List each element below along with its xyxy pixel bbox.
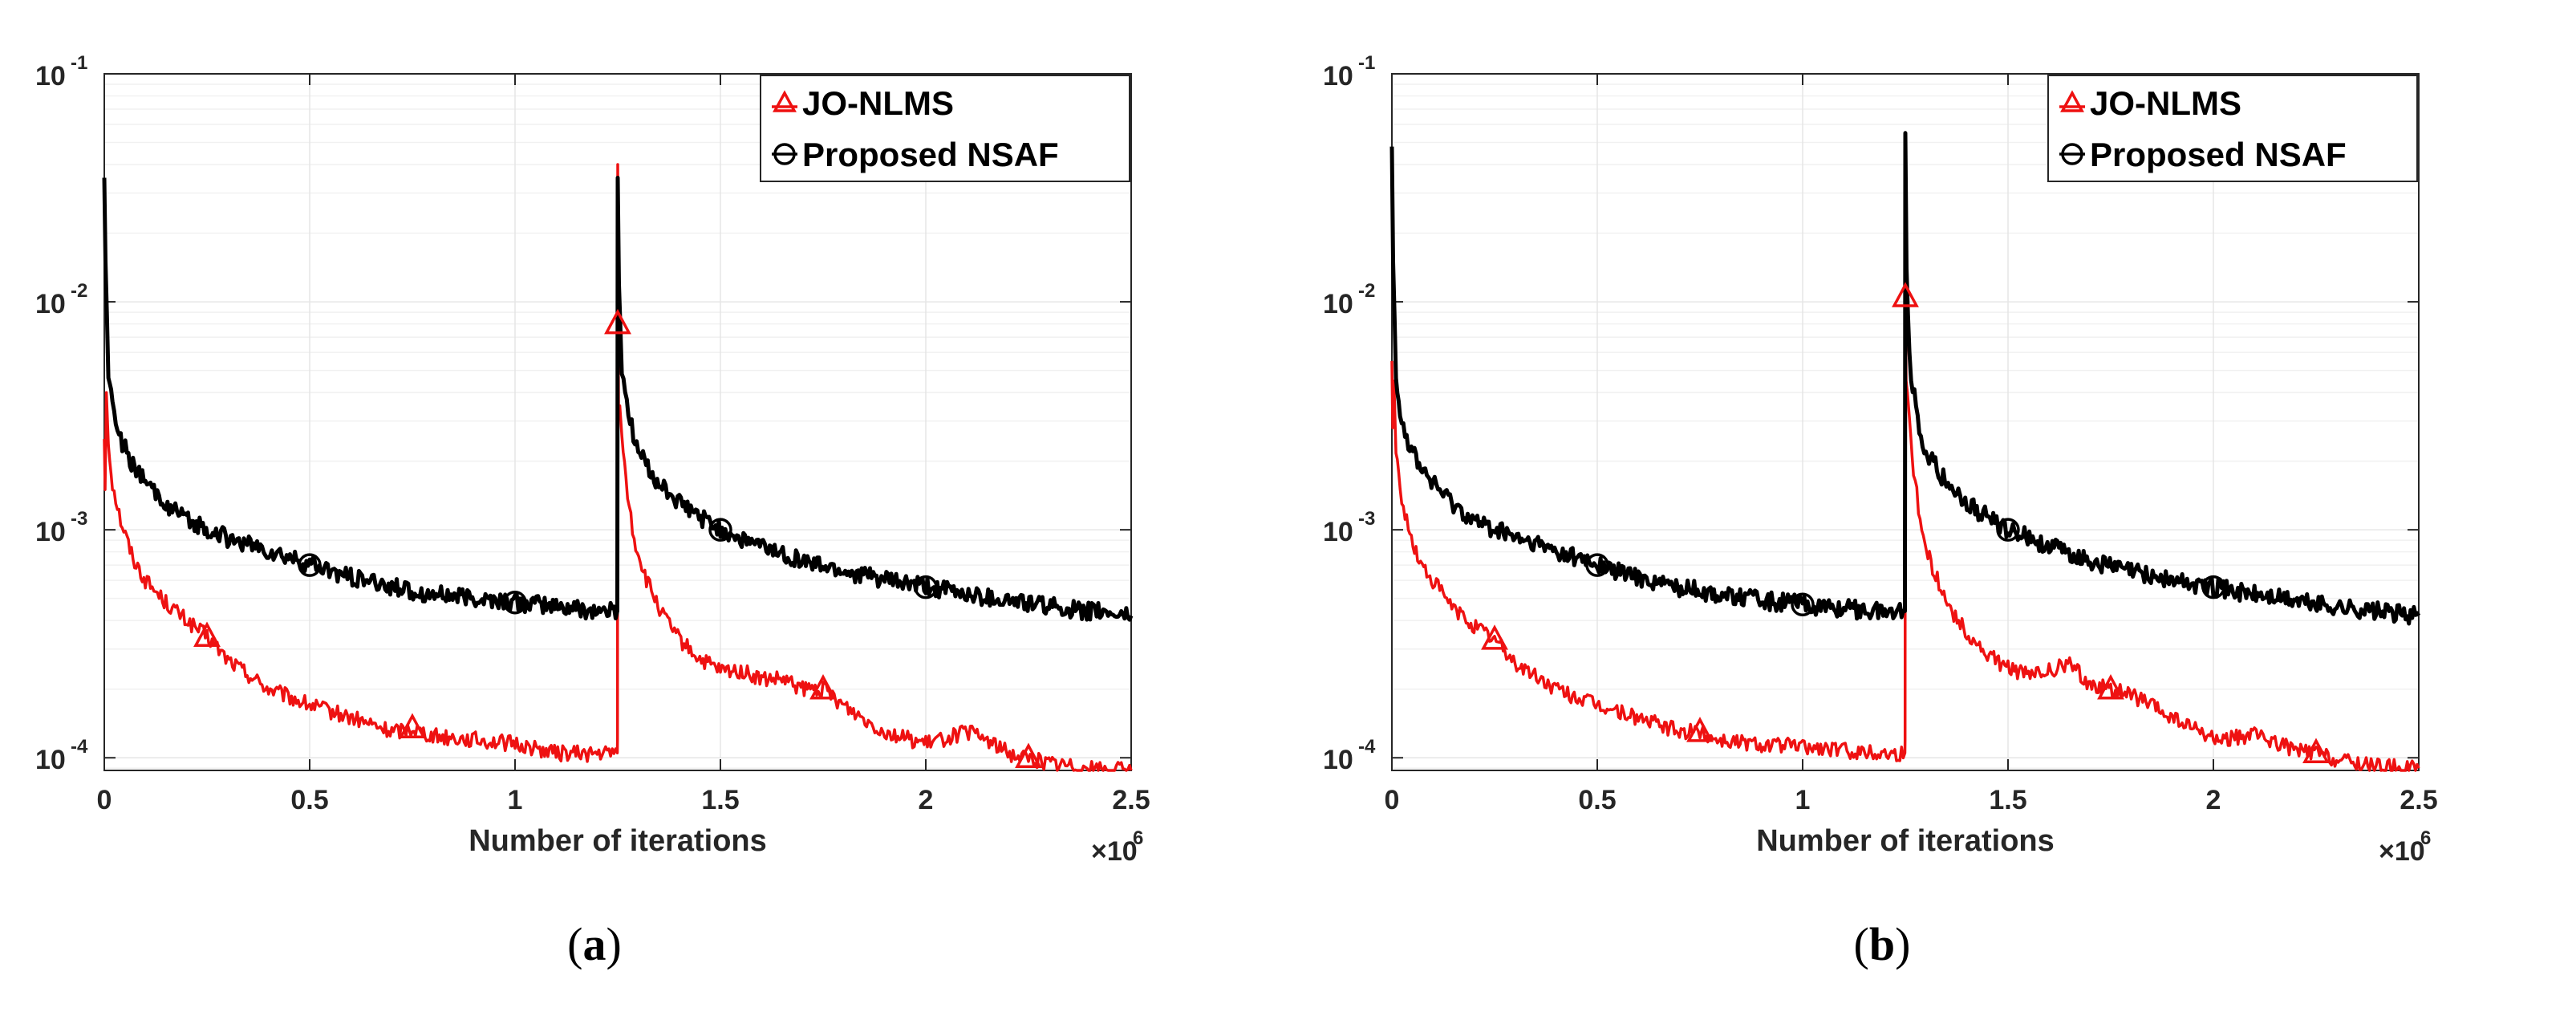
caption-letter: a: [583, 918, 606, 970]
x-tick-label: 1: [508, 785, 523, 815]
x-scale-factor: ×10: [2379, 836, 2425, 867]
x-tick-label: 0: [97, 785, 112, 815]
series-line-proposed-nsaf: [1389, 131, 2421, 626]
panel-caption: (b): [1854, 918, 1911, 970]
legend-label-jo-nlms: JO-NLMS: [802, 84, 954, 122]
marker-proposed-nsaf: [1585, 553, 1609, 577]
figure-panel-a: 0 0.5 1 1.5 2 2.5 10 -4 10 -3 10 -2 10 -1 Number of it…: [35, 52, 1150, 970]
caption-paren: (: [567, 918, 582, 970]
y-tick-exponent: -4: [1358, 736, 1376, 758]
y-tick-label: 10: [1323, 745, 1353, 775]
y-tick-exponent: -1: [1358, 52, 1375, 74]
x-tick-label: 2.5: [1112, 785, 1150, 815]
marker-jo-nlms: [809, 674, 837, 700]
x-tick-label: 1: [1795, 785, 1811, 815]
y-tick-exponent: -4: [71, 736, 88, 758]
x-tick-label: 1.5: [1989, 785, 2026, 815]
x-tick-label: 1.5: [701, 785, 739, 815]
marker-jo-nlms: [1015, 742, 1042, 768]
marker-proposed-nsaf: [914, 575, 938, 599]
axes-box: [103, 73, 1132, 771]
caption-paren: ): [1895, 918, 1910, 970]
legend: JO-NLMS Proposed NSAF: [2047, 75, 2418, 182]
legend-label-proposed-nsaf: Proposed NSAF: [2090, 136, 2347, 173]
marker-jo-nlms: [1481, 624, 1508, 650]
marker-jo-nlms: [2302, 738, 2330, 763]
x-scale-exponent: 6: [2420, 827, 2431, 849]
y-tick-label: 10: [1323, 289, 1353, 319]
x-tick-label: 0: [1385, 785, 1400, 815]
legend-marker-jo-nlms: [773, 90, 797, 112]
marker-jo-nlms: [399, 713, 426, 738]
x-tick-label: 2.5: [2400, 785, 2437, 815]
y-tick-label: 10: [35, 745, 66, 775]
legend: JO-NLMS Proposed NSAF: [760, 75, 1130, 182]
series-line-proposed-nsaf: [102, 176, 1134, 622]
caption-letter: b: [1869, 918, 1895, 970]
legend-marker-jo-nlms: [2060, 90, 2084, 112]
figure-panel-b: 0 0.5 1 1.5 2 2.5 10 -4 10 -3 10 -2 10 -1 Number of it…: [1288, 0, 2575, 1016]
x-tick-label: 0.5: [290, 785, 328, 815]
marker-jo-nlms: [1686, 717, 1714, 742]
marker-jo-nlms: [1892, 282, 1919, 307]
y-tick-exponent: -3: [1358, 508, 1375, 530]
marker-proposed-nsaf: [708, 518, 732, 542]
x-axis-label: Number of iterations: [1756, 824, 2055, 858]
y-tick-exponent: -2: [1358, 280, 1375, 302]
marker-jo-nlms: [604, 308, 631, 335]
marker-proposed-nsaf: [1996, 518, 2020, 542]
panel-caption: (a): [567, 918, 622, 970]
caption-paren: ): [606, 918, 622, 970]
marker-jo-nlms: [2097, 674, 2124, 700]
caption-paren: (: [1854, 918, 1869, 970]
x-tick-label: 0.5: [1578, 785, 1616, 815]
legend-label-proposed-nsaf: Proposed NSAF: [802, 136, 1059, 173]
marker-proposed-nsaf: [1791, 592, 1815, 617]
x-tick-label: 2: [2206, 785, 2221, 815]
legend-box: [2047, 75, 2418, 182]
marker-proposed-nsaf: [2201, 575, 2225, 599]
legend-box: [760, 75, 1130, 182]
marker-proposed-nsaf: [503, 590, 527, 615]
y-tick-label: 10: [35, 289, 66, 319]
marker-proposed-nsaf: [298, 553, 322, 577]
marker-jo-nlms: [193, 621, 221, 647]
y-tick-label: 10: [35, 517, 66, 547]
x-scale-factor: ×10: [1091, 836, 1138, 867]
series-line-jo-nlms: [103, 163, 1133, 772]
y-tick-label: 10: [1323, 61, 1353, 91]
x-scale-exponent: 6: [1133, 827, 1143, 849]
y-tick-label: 10: [1323, 517, 1353, 547]
legend-label-jo-nlms: JO-NLMS: [2090, 84, 2241, 122]
x-tick-label: 2: [919, 785, 934, 815]
y-tick-exponent: -1: [71, 52, 87, 74]
y-tick-exponent: -3: [71, 508, 87, 530]
y-tick-exponent: -2: [71, 280, 87, 302]
x-axis-label: Number of iterations: [469, 824, 767, 858]
y-tick-label: 10: [35, 61, 66, 91]
